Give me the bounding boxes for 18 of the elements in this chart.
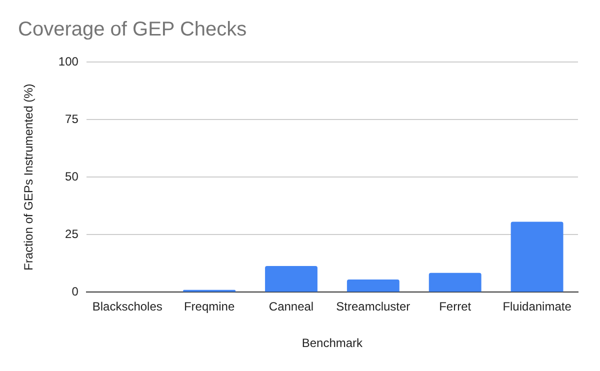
y-tick-label: 25 bbox=[65, 226, 79, 241]
y-tick-label: 50 bbox=[65, 169, 79, 184]
x-tick-label: Streamcluster bbox=[336, 300, 410, 314]
y-axis-title: Fraction of GEPs Instrumented (%) bbox=[22, 84, 36, 270]
bar bbox=[265, 266, 318, 292]
x-tick-label: Fluidanimate bbox=[502, 300, 572, 314]
x-tick-label: Freqmine bbox=[184, 300, 235, 314]
x-tick-label: Ferret bbox=[439, 300, 472, 314]
x-tick-label: Blackscholes bbox=[92, 300, 162, 314]
bar bbox=[346, 280, 400, 292]
y-tick-label: 0 bbox=[72, 284, 79, 299]
y-tick-label: 75 bbox=[65, 112, 79, 126]
bar bbox=[428, 272, 482, 292]
chart-title: Coverage of GEP Checks bbox=[18, 18, 247, 41]
x-axis-title: Benchmark bbox=[302, 336, 364, 350]
y-tick-label: 100 bbox=[58, 54, 79, 68]
x-tick-label: Canneal bbox=[268, 300, 314, 314]
bar bbox=[510, 222, 564, 292]
